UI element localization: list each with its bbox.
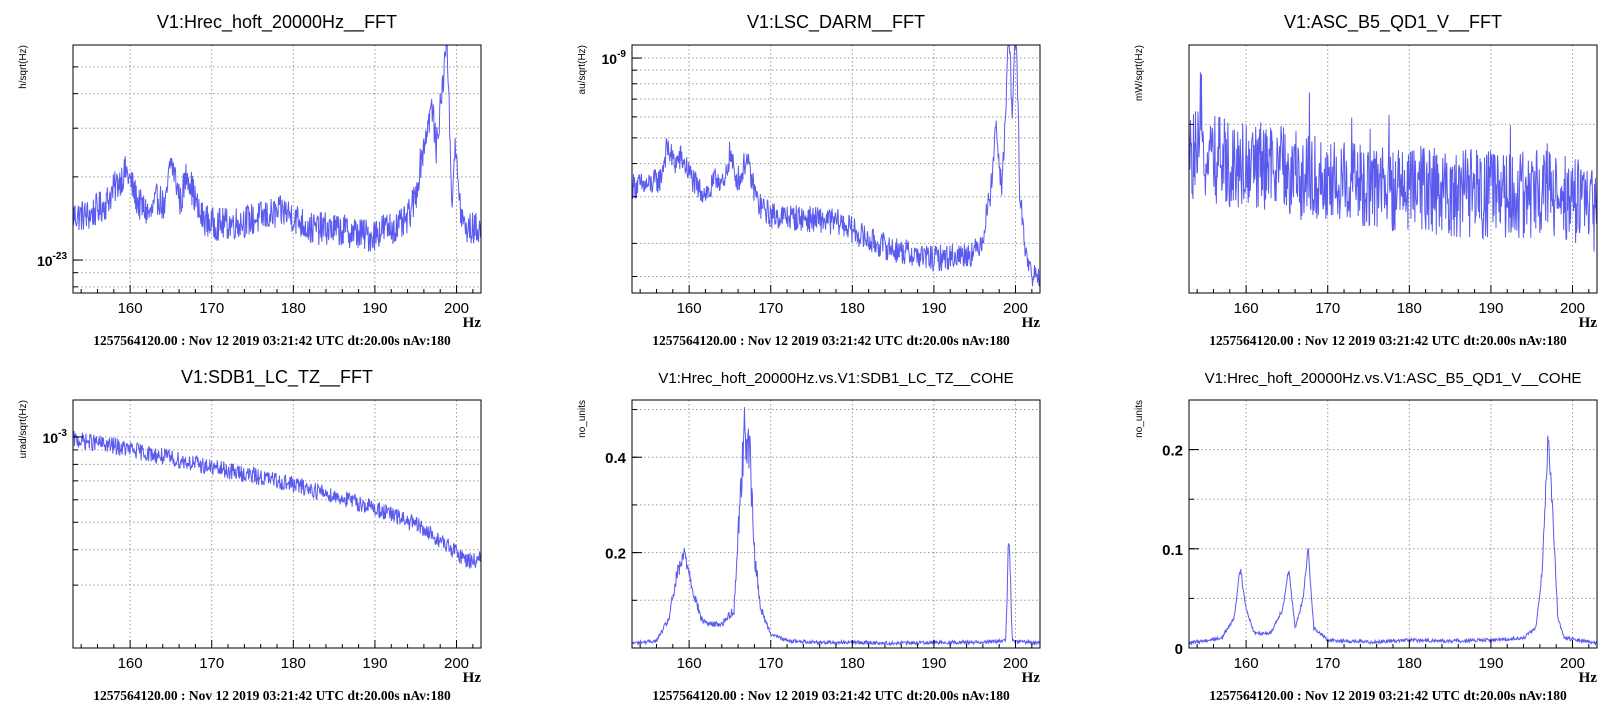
y-axis-label: au/sqrt(Hz): [577, 45, 588, 94]
x-tick-label: 190: [362, 300, 387, 317]
footer-timestamp: 1257564120.00 : Nov 12 2019 03:21:42 UTC…: [1209, 688, 1567, 703]
series-line: [72, 44, 482, 253]
grid-lines: [73, 45, 481, 293]
y-tick-label: 10-9: [602, 49, 627, 67]
x-tick-label: 190: [921, 655, 946, 672]
x-tick-label: 160: [118, 655, 143, 672]
x-tick-label: 190: [1478, 655, 1503, 672]
y-axis-label: no_units: [1134, 400, 1145, 438]
x-tick-label: 180: [281, 300, 306, 317]
y-tick-label: 0.2: [1162, 443, 1183, 460]
x-axis-label: Hz: [1579, 315, 1598, 331]
x-tick-label: 200: [1560, 655, 1585, 672]
chart-title: V1:Hrec_hoft_20000Hz.vs.V1:ASC_B5_QD1_V_…: [1205, 370, 1582, 387]
series-line: [1188, 72, 1598, 252]
x-tick-label: 190: [362, 655, 387, 672]
x-tick-label: 180: [1397, 300, 1422, 317]
x-tick-label: 200: [1003, 655, 1028, 672]
y-axis-label: mW/sqrt(Hz): [1134, 45, 1145, 101]
x-tick-label: 170: [199, 655, 224, 672]
x-tick-label: 180: [840, 300, 865, 317]
chart-title: V1:Hrec_hoft_20000Hz.vs.V1:SDB1_LC_TZ__C…: [658, 370, 1013, 387]
y-tick-label: 10-3: [43, 428, 68, 446]
series-line: [1188, 435, 1598, 646]
chart-title: V1:SDB1_LC_TZ__FFT: [181, 367, 373, 388]
chart-panel-1: V1:Hrec_hoft_20000Hz__FFT 160 170 180 190 200…: [18, 12, 482, 348]
x-tick-label: 190: [921, 300, 946, 317]
y-axis-label: urad/sqrt(Hz): [18, 400, 29, 458]
x-tick-label: 160: [677, 655, 702, 672]
grid-lines: [73, 400, 481, 648]
x-tick-label: 160: [118, 300, 143, 317]
chart-title: V1:ASC_B5_QD1_V__FFT: [1284, 12, 1502, 33]
series-line: [631, 44, 1041, 290]
grid-lines: [1189, 400, 1597, 648]
x-tick-label: 170: [1315, 300, 1340, 317]
x-tick-label: 170: [758, 655, 783, 672]
y-tick-label: 10-23: [37, 251, 67, 269]
x-tick-label: 160: [1234, 655, 1259, 672]
x-tick-label: 170: [1315, 655, 1340, 672]
x-axis-label: Hz: [1022, 315, 1041, 331]
x-tick-label: 180: [281, 655, 306, 672]
x-tick-label: 190: [1478, 300, 1503, 317]
series-line: [72, 431, 482, 569]
x-tick-label: 170: [758, 300, 783, 317]
x-axis-label: Hz: [463, 315, 482, 331]
footer-timestamp: 1257564120.00 : Nov 12 2019 03:21:42 UTC…: [93, 688, 451, 703]
chart-title: V1:Hrec_hoft_20000Hz__FFT: [157, 12, 397, 33]
x-tick-label: 180: [1397, 655, 1422, 672]
footer-timestamp: 1257564120.00 : Nov 12 2019 03:21:42 UTC…: [93, 333, 451, 348]
x-tick-label: 200: [1003, 300, 1028, 317]
y-tick-label: 0.4: [605, 450, 627, 467]
x-tick-label: 200: [1560, 300, 1585, 317]
y-tick-label: 0.1: [1162, 542, 1183, 559]
y-axis-label: h/sqrt(Hz): [18, 45, 29, 89]
x-tick-label: 170: [199, 300, 224, 317]
y-tick-label: 0: [1175, 641, 1183, 658]
footer-timestamp: 1257564120.00 : Nov 12 2019 03:21:42 UTC…: [652, 333, 1010, 348]
series-line: [631, 407, 1041, 647]
x-tick-label: 200: [444, 655, 469, 672]
x-tick-label: 160: [677, 300, 702, 317]
y-axis-label: no_units: [577, 400, 588, 438]
x-axis-label: Hz: [463, 670, 482, 686]
footer-timestamp: 1257564120.00 : Nov 12 2019 03:21:42 UTC…: [1209, 333, 1567, 348]
x-tick-label: 200: [444, 300, 469, 317]
plot-frame: [1188, 399, 1598, 649]
plot-frame: [631, 399, 1041, 649]
chart-title: V1:LSC_DARM__FFT: [747, 12, 925, 33]
chart-panel-5: V1:Hrec_hoft_20000Hz.vs.V1:SDB1_LC_TZ__C…: [577, 370, 1041, 703]
x-axis-label: Hz: [1022, 670, 1041, 686]
x-axis-label: Hz: [1579, 670, 1598, 686]
x-tick-label: 160: [1234, 300, 1259, 317]
y-tick-label: 0.2: [605, 546, 626, 563]
grid-lines: [632, 400, 1040, 648]
x-tick-label: 180: [840, 655, 865, 672]
footer-timestamp: 1257564120.00 : Nov 12 2019 03:21:42 UTC…: [652, 688, 1010, 703]
chart-panel-6: V1:Hrec_hoft_20000Hz.vs.V1:ASC_B5_QD1_V_…: [1134, 370, 1598, 703]
